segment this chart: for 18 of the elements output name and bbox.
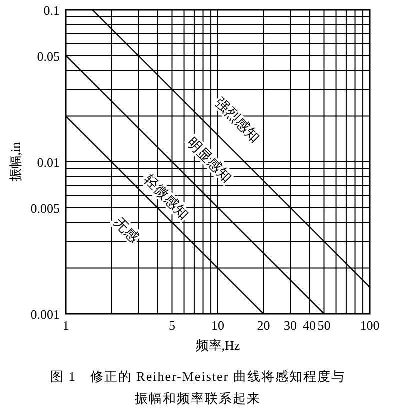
x-axis-title: 频率,Hz	[196, 338, 240, 353]
y-tick-label: 0.1	[44, 3, 60, 18]
y-tick-label: 0.05	[37, 48, 60, 64]
y-tick-label: 0.01	[37, 155, 60, 170]
annotation: 强烈感知	[212, 95, 263, 146]
x-tick-label: 1	[62, 318, 70, 333]
x-tick-label: 20	[257, 318, 270, 333]
x-tick-label: 30	[284, 318, 298, 333]
x-tick-label: 40	[303, 318, 316, 333]
x-tick-label: 50	[318, 318, 331, 333]
x-tick-label: 100	[360, 318, 380, 333]
x-tick-label: 5	[168, 318, 176, 333]
x-tick-label: 10	[212, 318, 224, 333]
y-tick-label: 0.001	[30, 307, 60, 322]
y-tick-label: 0.005	[30, 200, 60, 216]
annotation: 无感	[110, 215, 142, 246]
y-axis-title: 振幅,in	[8, 142, 23, 182]
text: 图 1 修正的 Reiher-Meister 曲线将感知程度与振幅和频率联系起来	[50, 368, 346, 408]
